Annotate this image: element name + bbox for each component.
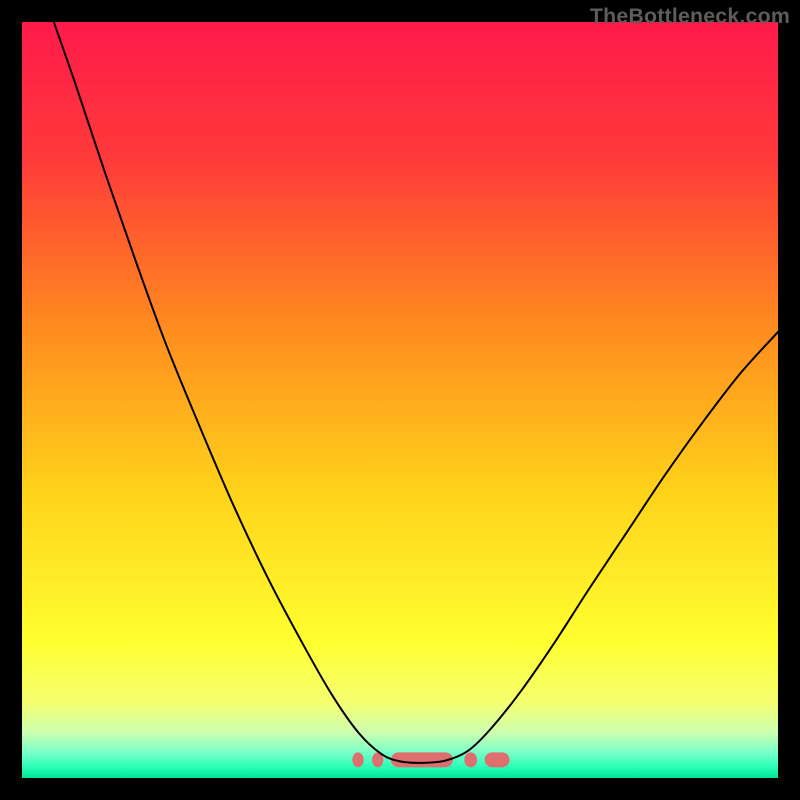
highlight-segment <box>464 752 477 767</box>
chart-stage: TheBottleneck.com <box>0 0 800 800</box>
plot-gradient-background <box>22 22 778 778</box>
highlight-segment <box>352 752 363 767</box>
highlight-segment <box>485 752 510 767</box>
highlight-segment <box>391 752 453 767</box>
bottleneck-chart-svg <box>0 0 800 800</box>
